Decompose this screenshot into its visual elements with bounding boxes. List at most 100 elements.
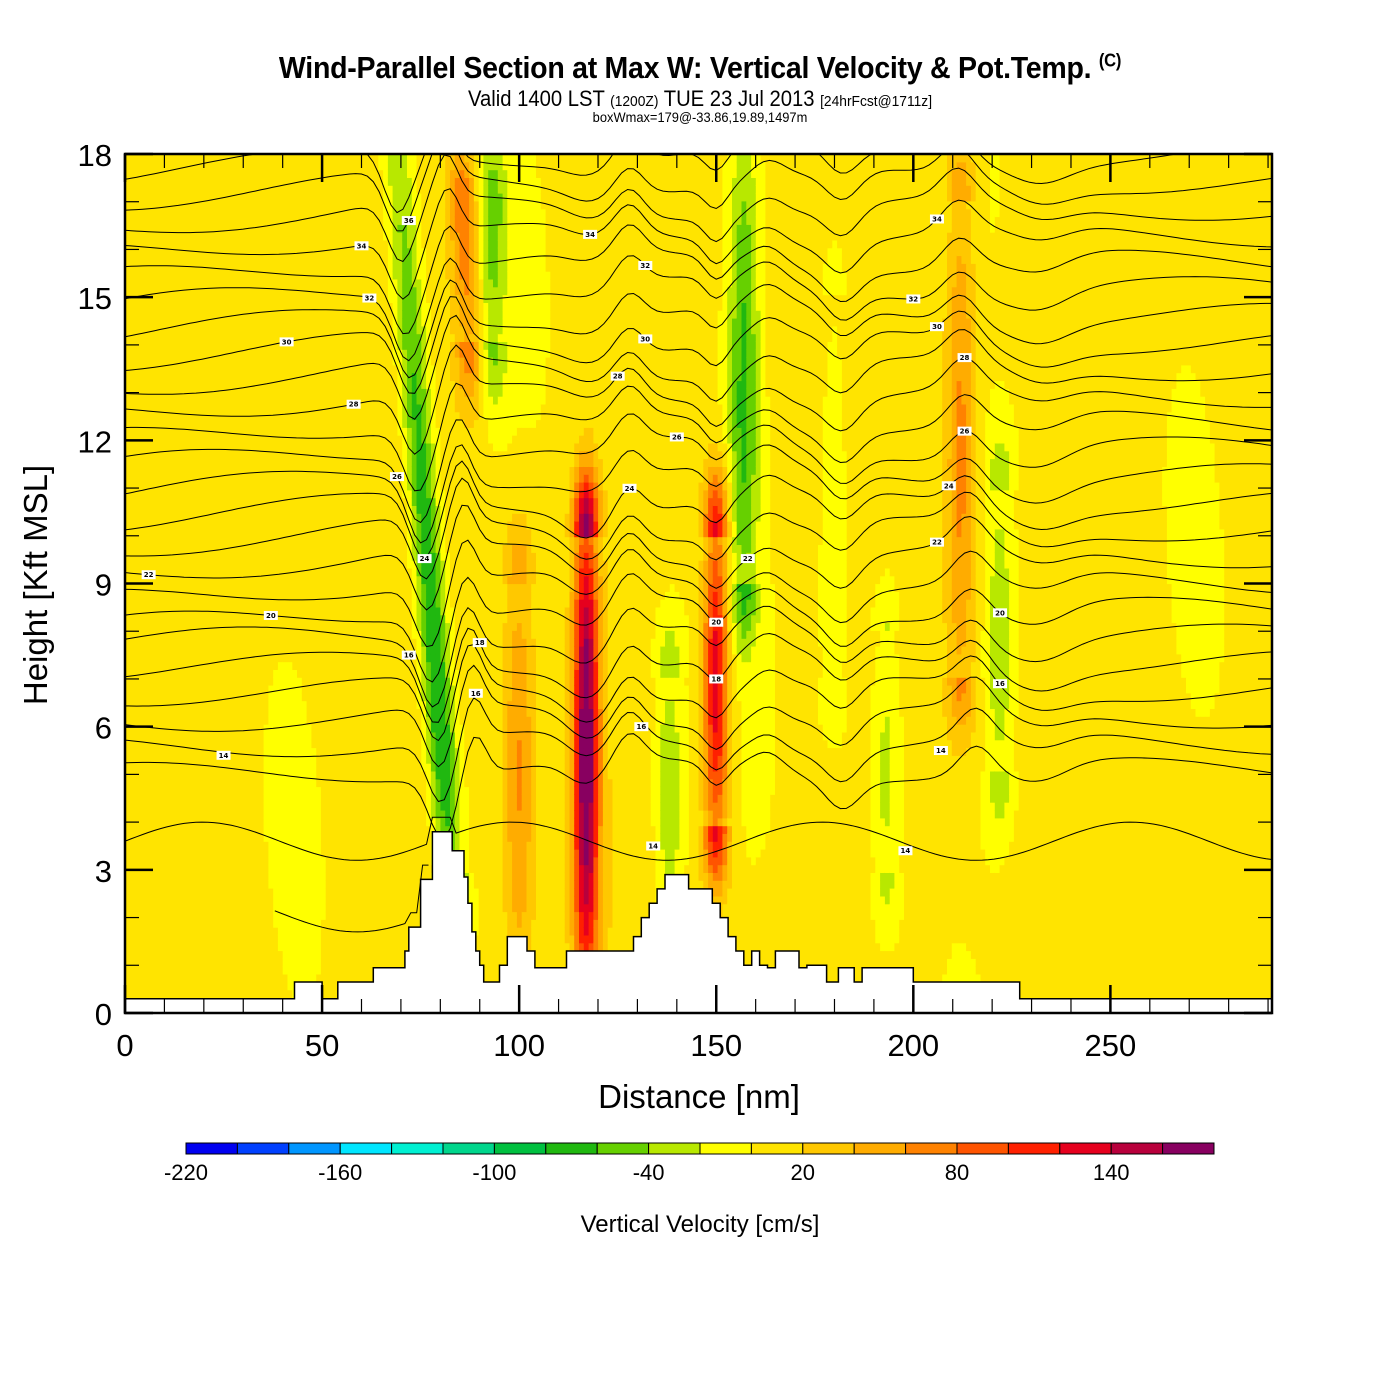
field-cell [129,974,136,983]
field-cell [311,708,317,717]
field-cell [277,794,284,803]
field-cell [211,692,217,702]
field-cell [191,521,198,530]
field-cell [244,435,250,444]
field-cell [306,731,312,741]
field-cell [282,895,289,905]
field-cell [297,950,303,959]
field-cell [340,810,346,819]
field-cell [211,708,217,717]
field-cell [129,599,136,608]
field-cell [191,966,198,975]
field-cell [282,833,289,842]
field-cell [335,302,341,311]
field-cell [211,224,217,233]
field-cell [273,810,279,819]
field-cell [320,177,327,186]
field-cell [297,888,303,897]
field-cell [168,958,174,967]
field-cell [187,677,193,686]
field-cell [258,606,265,616]
field-cell [268,638,274,647]
field-cell [268,810,274,819]
field-cell [134,294,140,303]
field-cell [249,661,255,670]
field-cell [297,349,303,358]
field-cell [125,278,131,288]
field-cell [297,739,303,749]
field-cell [330,599,336,608]
field-cell [239,919,246,928]
field-cell [301,919,308,928]
field-cell [325,841,332,850]
field-cell [163,255,169,264]
field-cell [125,216,131,225]
field-cell [244,724,250,733]
field-cell [297,294,303,303]
field-cell [129,294,136,303]
field-cell [258,888,265,897]
field-cell [330,810,336,819]
field-cell [129,161,136,171]
field-cell [306,310,312,319]
field-cell [277,856,284,866]
field-cell [335,794,341,803]
field-cell [301,372,308,382]
field-cell [172,302,179,311]
field-cell [258,544,265,553]
field-cell [206,942,212,952]
field-cell [144,528,150,538]
field-cell [172,247,179,257]
field-cell [311,934,317,944]
field-cell [158,419,164,428]
field-cell [335,856,341,866]
field-cell [297,364,303,374]
field-cell [297,606,303,616]
field-cell [335,731,341,741]
field-cell [172,849,179,858]
field-cell [254,521,260,530]
field-cell [211,388,217,397]
field-cell [134,747,140,756]
field-cell [292,950,298,959]
field-cell [330,372,336,382]
field-cell [244,802,250,811]
field-cell [148,724,155,733]
field-cell [249,591,255,600]
field-cell [239,497,246,506]
field-cell [182,333,188,342]
field-cell [172,989,179,998]
field-cell [220,528,226,538]
field-cell [177,950,183,959]
field-cell [148,849,155,858]
field-cell [187,802,193,811]
field-cell [168,364,174,374]
field-cell [191,224,198,233]
field-cell [340,755,346,764]
field-cell [268,989,274,998]
field-cell [263,646,269,655]
field-cell [282,255,289,264]
field-cell [297,263,303,272]
field-cell [297,770,303,780]
field-cell [201,755,207,764]
field-cell [244,442,250,452]
field-cell [254,770,260,780]
field-cell [215,403,222,413]
field-cell [168,271,174,280]
field-cell [168,247,174,257]
field-cell [139,817,145,827]
field-cell [220,294,226,303]
field-cell [273,403,279,413]
field-cell [125,560,131,569]
field-cell [168,396,174,405]
field-cell [163,521,169,530]
field-cell [306,232,312,241]
field-cell [211,380,217,389]
field-cell [153,841,160,850]
field-cell [234,981,241,991]
field-cell [268,224,274,233]
field-cell [330,185,336,194]
field-cell [129,888,136,897]
field-cell [177,903,183,913]
